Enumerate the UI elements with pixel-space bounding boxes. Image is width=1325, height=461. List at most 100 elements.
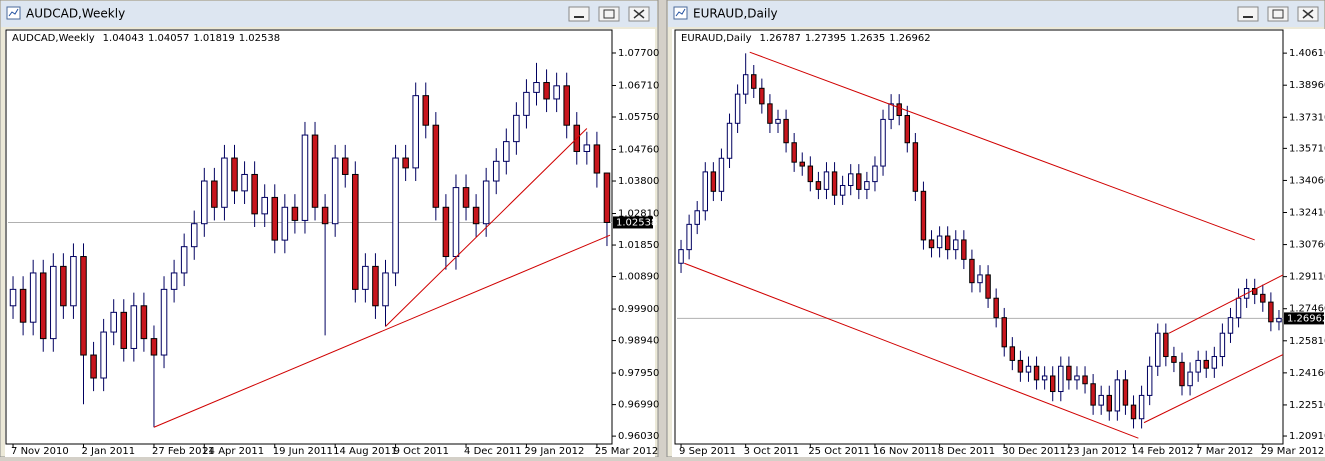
y-tick-label: 1.25810 (1289, 336, 1325, 347)
candle-body (1009, 346, 1016, 361)
candle-body (331, 157, 339, 225)
y-tick-label: 0.97950 (618, 368, 659, 379)
candle-body (969, 258, 975, 284)
candle-body (1179, 361, 1185, 387)
chart-subtitle: AUDCAD,Weekly 1.04043 1.04057 1.01819 1.0253… (12, 33, 280, 44)
candle-body (1219, 332, 1226, 358)
subtitle-low: 1.01819 (193, 33, 234, 44)
chart-area (672, 29, 1325, 457)
candle-body (160, 288, 168, 356)
candle-body (815, 181, 822, 190)
candle-body (603, 172, 611, 223)
candle-body (352, 173, 359, 290)
candle-body (472, 206, 480, 225)
y-tick-label: 1.40610 (1289, 48, 1325, 59)
subtitle-open: 1.04043 (103, 33, 144, 44)
candle-body (1276, 317, 1282, 323)
candle-body (1098, 394, 1104, 406)
maximize-button[interactable] (1267, 6, 1289, 22)
y-tick-label: 0.98940 (618, 336, 659, 347)
candle-body (1260, 293, 1266, 303)
y-tick-label: 1.04760 (618, 145, 659, 156)
candle-body (482, 180, 490, 225)
candle-body (1195, 359, 1201, 373)
candle-body (190, 223, 198, 248)
candle-body (311, 134, 319, 208)
x-tick-label: 30 Dec 2011 (1002, 446, 1066, 457)
minimize-button[interactable] (1237, 6, 1259, 22)
candle-body (977, 274, 983, 284)
candle-body (880, 118, 886, 167)
candle-body (864, 181, 870, 190)
y-tick-label: 1.32410 (1289, 208, 1325, 219)
x-tick-label: 9 Oct 2011 (394, 446, 449, 457)
x-tick-label: 14 Aug 2011 (333, 446, 397, 457)
x-tick-label: 8 Dec 2011 (938, 446, 996, 457)
candle-body (742, 74, 749, 95)
maximize-button[interactable] (598, 6, 620, 22)
subtitle-low: 1.2635 (850, 33, 885, 44)
candle-body (19, 288, 27, 323)
candle-body (1090, 383, 1096, 406)
candle-body (823, 171, 830, 190)
y-tick-label: 1.30760 (1289, 240, 1325, 251)
trendline (385, 128, 588, 327)
y-tick-label: 1.03800 (618, 176, 659, 187)
candle-body (726, 122, 733, 159)
candle-body (372, 265, 379, 307)
candle-body (1211, 356, 1218, 369)
subtitle-high: 1.04057 (148, 33, 189, 44)
candle-body (783, 118, 789, 144)
candle-body (678, 249, 684, 264)
candle-body (29, 272, 37, 323)
window-icon-line (8, 8, 19, 17)
candle-body (291, 206, 299, 221)
y-tick-label: 1.20910 (1289, 431, 1325, 442)
x-tick-label: 24 Apr 2011 (202, 446, 264, 457)
candle-body (904, 115, 911, 144)
candle-body (120, 311, 128, 349)
candle-body (1163, 332, 1169, 358)
y-tick-label: 1.37310 (1289, 112, 1325, 123)
candle-body (912, 142, 919, 192)
candle-body (432, 124, 440, 208)
candle-body (170, 272, 178, 290)
subtitle-name: AUDCAD,Weekly (12, 33, 95, 44)
candle-body (702, 171, 709, 212)
candle-body (1017, 359, 1024, 373)
candle-body (80, 256, 87, 356)
candle-body (1025, 365, 1032, 373)
x-tick-label: 14 Feb 2012 (1132, 446, 1194, 457)
candle-body (1171, 356, 1177, 363)
plot-frame (674, 29, 1284, 445)
trendline (1168, 274, 1284, 334)
y-tick-label: 0.96030 (618, 431, 659, 442)
candle-body (1155, 332, 1161, 367)
window-title: EURAUD,Daily (693, 7, 778, 21)
y-tick-label: 1.02810 (618, 209, 659, 220)
x-tick-label: 9 Sep 2011 (679, 446, 736, 457)
candle-body (1251, 288, 1258, 295)
candle-body (221, 157, 228, 208)
candle-body (251, 173, 258, 215)
candle-body (985, 274, 991, 299)
trendline (1143, 354, 1284, 424)
candle-body (281, 206, 289, 241)
candle-body (382, 272, 389, 307)
candle-body (936, 235, 943, 249)
candle-body (993, 297, 999, 319)
candle-body (734, 93, 741, 124)
x-tick-label: 7 Nov 2010 (11, 446, 69, 457)
window-icon-line (675, 8, 686, 17)
candle-body (856, 173, 862, 190)
x-tick-label: 25 Mar 2012 (595, 446, 658, 457)
candle-body (1203, 359, 1209, 369)
candle-body (710, 171, 717, 192)
candle-body (90, 354, 97, 379)
candle-body (231, 157, 238, 192)
minimize-button[interactable] (568, 6, 590, 22)
y-tick-label: 1.38960 (1289, 80, 1325, 91)
candle-body (503, 141, 510, 162)
candle-body (402, 157, 409, 169)
